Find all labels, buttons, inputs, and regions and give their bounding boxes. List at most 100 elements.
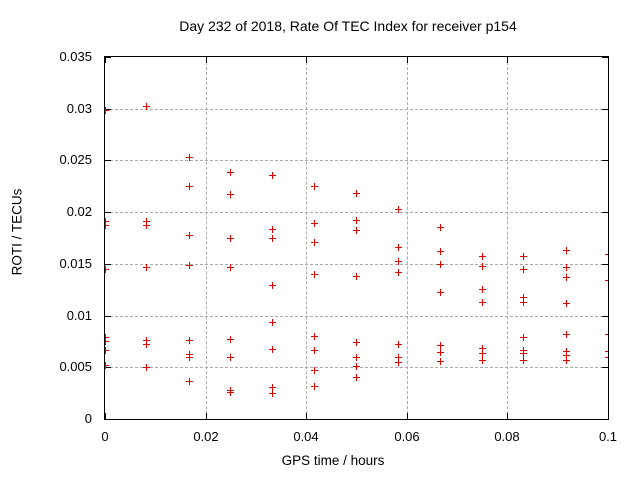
data-point-marker (143, 103, 150, 110)
data-point-marker (353, 363, 360, 370)
x-tick-label: 0.06 (394, 429, 420, 444)
data-point-marker (353, 217, 360, 224)
data-point-marker (563, 331, 570, 338)
data-point-marker (437, 224, 444, 231)
data-point-marker (311, 220, 318, 227)
data-point-marker (105, 334, 109, 341)
data-point-marker (105, 362, 109, 369)
data-point-marker (143, 337, 150, 344)
data-point-marker (269, 384, 276, 391)
data-point-marker (227, 354, 234, 361)
data-point-marker (563, 357, 570, 364)
x-axis-tick (608, 413, 609, 419)
data-point-marker (353, 227, 360, 234)
data-point-marker (563, 247, 570, 254)
y-axis-tick (602, 57, 608, 58)
data-point-marker (605, 251, 608, 258)
y-gridline (105, 264, 608, 265)
data-point-marker (143, 364, 150, 371)
data-point-marker (105, 338, 109, 345)
x-gridline (407, 57, 408, 419)
y-tick-label: 0.025 (59, 152, 92, 167)
data-point-marker (227, 264, 234, 271)
data-point-marker (563, 352, 570, 359)
data-point-marker (269, 226, 276, 233)
x-gridline (206, 57, 207, 419)
data-point-marker (269, 346, 276, 353)
x-gridline (507, 57, 508, 419)
y-axis-tick (105, 57, 111, 58)
data-point-marker (143, 218, 150, 225)
data-point-marker (227, 389, 234, 396)
data-point-marker (563, 348, 570, 355)
data-point-marker (605, 331, 608, 338)
data-point-marker (311, 367, 318, 374)
data-point-marker (520, 357, 527, 364)
data-point-marker (563, 264, 570, 271)
y-axis-tick (105, 160, 111, 161)
x-gridline (306, 57, 307, 419)
data-point-marker (563, 274, 570, 281)
data-point-marker (311, 183, 318, 190)
y-tick-label: 0.035 (59, 49, 92, 64)
data-point-marker (395, 269, 402, 276)
data-point-marker (105, 107, 109, 114)
x-axis-tick (507, 413, 508, 419)
y-tick-label: 0.03 (66, 101, 92, 116)
data-point-marker (186, 378, 193, 385)
y-axis-tick (105, 367, 111, 368)
data-point-marker (395, 359, 402, 366)
data-point-marker (311, 383, 318, 390)
data-point-marker (395, 354, 402, 361)
data-point-marker (479, 345, 486, 352)
data-point-marker (311, 333, 318, 340)
y-axis-tick (602, 264, 608, 265)
data-point-marker (227, 169, 234, 176)
data-point-marker (395, 258, 402, 265)
data-point-marker (395, 341, 402, 348)
data-point-marker (105, 218, 109, 225)
data-point-marker (269, 282, 276, 289)
data-point-marker (395, 206, 402, 213)
data-point-marker (437, 289, 444, 296)
y-axis-tick (105, 212, 111, 213)
data-point-marker (520, 253, 527, 260)
data-point-marker (269, 319, 276, 326)
x-axis-tick (105, 57, 106, 63)
y-gridline (105, 316, 608, 317)
y-axis-tick (602, 367, 608, 368)
data-point-marker (437, 358, 444, 365)
data-point-marker (520, 350, 527, 357)
data-point-marker (605, 354, 608, 361)
data-point-marker (186, 337, 193, 344)
y-axis-tick (602, 160, 608, 161)
data-point-marker (269, 172, 276, 179)
data-point-marker (563, 300, 570, 307)
y-tick-label: 0.015 (59, 256, 92, 271)
y-axis-tick (602, 212, 608, 213)
data-point-marker (143, 222, 150, 229)
x-tick-label: 0.04 (293, 429, 319, 444)
data-point-marker (186, 354, 193, 361)
y-tick-label: 0.005 (59, 359, 92, 374)
data-point-marker (143, 264, 150, 271)
data-point-marker (479, 357, 486, 364)
data-point-marker (311, 271, 318, 278)
data-point-marker (186, 183, 193, 190)
x-tick-label: 0.02 (193, 429, 219, 444)
data-point-marker (479, 286, 486, 293)
y-tick-label: 0.02 (66, 204, 92, 219)
x-axis-tick (407, 413, 408, 419)
data-point-marker (437, 349, 444, 356)
data-point-marker (353, 374, 360, 381)
x-tick-label: 0.08 (494, 429, 520, 444)
data-point-marker (437, 261, 444, 268)
y-axis-tick (105, 316, 111, 317)
y-axis-tick (105, 264, 111, 265)
y-axis-tick (602, 419, 608, 420)
data-point-marker (437, 248, 444, 255)
data-point-marker (479, 253, 486, 260)
data-point-marker (269, 390, 276, 397)
y-axis-tick (602, 316, 608, 317)
